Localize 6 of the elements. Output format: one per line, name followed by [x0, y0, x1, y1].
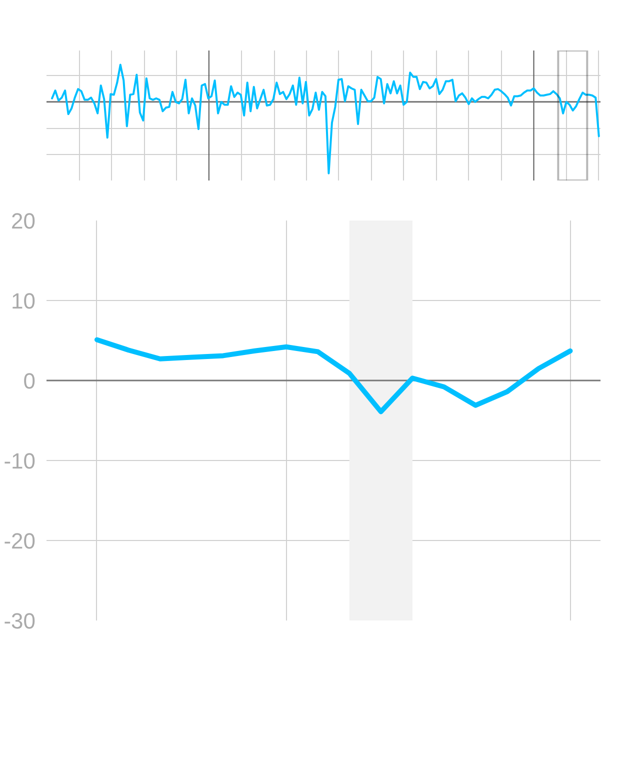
y-tick-label: -20 — [4, 528, 36, 554]
y-tick-label: -10 — [4, 448, 36, 474]
y-tick-label: 20 — [11, 208, 36, 234]
y-tick-label: 10 — [11, 288, 36, 314]
y-tick-label: 0 — [23, 368, 36, 394]
y-tick-label: -30 — [4, 608, 36, 634]
